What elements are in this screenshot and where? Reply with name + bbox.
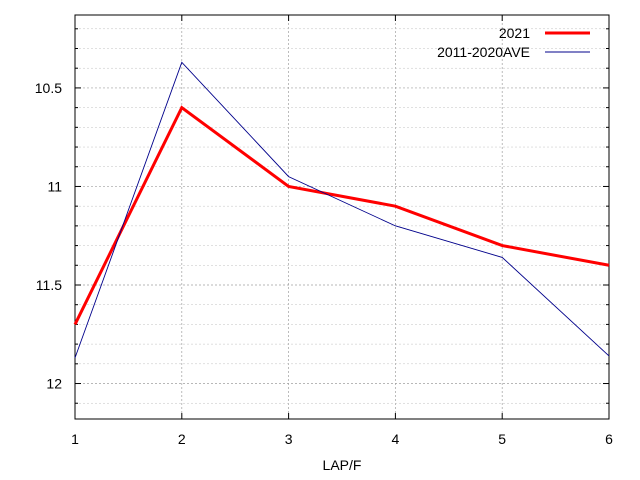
x-tick-label: 3	[285, 431, 293, 447]
x-axis-ticks: 1 2 3 4 5 6	[71, 15, 613, 447]
x-tick-label: 1	[71, 431, 79, 447]
series-line-1	[73, 105, 610, 326]
y-tick-label: 11.5	[36, 277, 62, 293]
legend-label-1: 2021	[499, 25, 530, 41]
y-axis-ticks: 10.5 11 11.5 12	[35, 80, 609, 392]
grid-lines	[75, 15, 609, 419]
legend: 2021 2011-2020AVE	[437, 25, 590, 60]
minor-ticks	[75, 28, 609, 404]
y-tick-label: 11	[47, 178, 62, 194]
x-axis-label: LAP/F	[323, 457, 362, 473]
x-tick-label: 4	[392, 431, 400, 447]
series-lines	[73, 61, 610, 359]
x-tick-label: 6	[605, 431, 613, 447]
series-line-2	[74, 61, 610, 359]
x-tick-label: 2	[178, 431, 186, 447]
y-tick-label: 10.5	[35, 80, 62, 96]
y-tick-label: 12	[46, 376, 62, 392]
x-tick-label: 5	[498, 431, 506, 447]
plot-frame	[74, 14, 610, 420]
legend-label-2: 2011-2020AVE	[437, 44, 530, 60]
